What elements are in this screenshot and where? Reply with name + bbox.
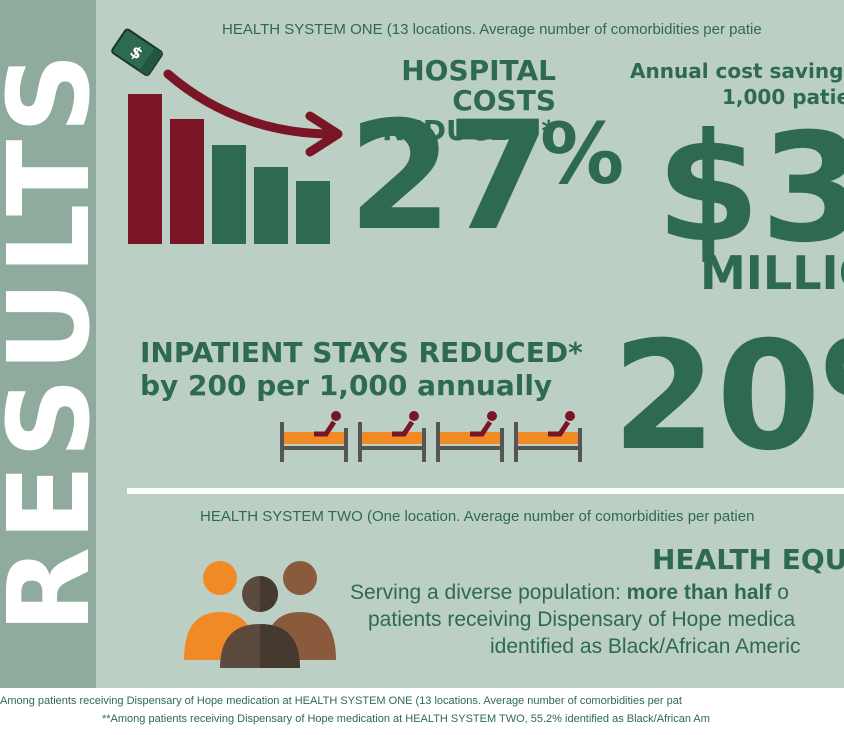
cost-savings-subtitle: 1,000 patie [722, 85, 844, 109]
health-equity-title: HEALTH EQU [652, 543, 844, 576]
hospital-bed-icon [358, 411, 426, 462]
cost-savings-title: Annual cost savings [630, 59, 844, 83]
cost-bar [128, 94, 162, 244]
health-equity-line-2: patients receiving Dispensary of Hope me… [368, 608, 796, 631]
cost-bar [170, 119, 204, 244]
footnote-system-one: Among patients receiving Dispensary of H… [0, 695, 682, 707]
sidebar-label: RESULTS [0, 46, 96, 634]
cost-savings-value: $3. [656, 102, 844, 276]
down-trend-arrow-icon [163, 69, 343, 157]
footnote-system-two: **Among patients receiving Dispensary of… [102, 713, 710, 725]
section-divider [127, 488, 844, 494]
money-bill-icon: $ [111, 28, 164, 77]
cost-bar [254, 167, 288, 244]
health-equity-line-3: identified as Black/African Americ [490, 635, 801, 658]
cost-savings-unit: MILLIO [700, 246, 844, 300]
inpatient-stays-value: 20% [612, 310, 844, 484]
results-sidebar: RESULTS [0, 0, 96, 688]
hospital-costs-value: 27 [348, 90, 551, 264]
inpatient-stays-title: INPATIENT STAYS REDUCED* [140, 336, 583, 369]
hospital-costs-unit: % [540, 105, 625, 203]
health-equity-emphasis: more than half [626, 581, 772, 604]
declining-costs-bars [128, 94, 330, 244]
hospital-bed-icon [436, 411, 504, 462]
cost-bar [212, 145, 246, 244]
people-group-icon [184, 561, 336, 668]
hospital-bed-icon [514, 411, 582, 462]
results-panel: RESULTS HEALTH SYSTEM ONE (13 locations.… [0, 0, 844, 688]
cost-bar [296, 181, 330, 244]
hospital-costs-title: HOSPITAL COSTS REDUCED * [382, 54, 556, 147]
system-two-heading: HEALTH SYSTEM TWO (One location. Average… [200, 508, 755, 525]
hospital-bed-icon [280, 411, 348, 462]
system-one-heading: HEALTH SYSTEM ONE (13 locations. Average… [222, 21, 762, 38]
inpatient-stays-subtitle: by 200 per 1,000 annually [140, 369, 553, 402]
health-equity-line-1: Serving a diverse population: more than … [350, 581, 789, 604]
